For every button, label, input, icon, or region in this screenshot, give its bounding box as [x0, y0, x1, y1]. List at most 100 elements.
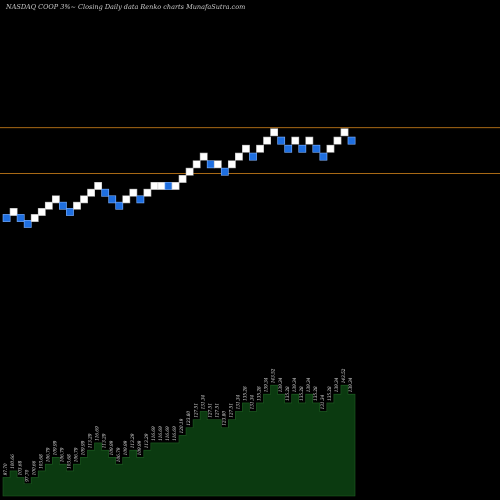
chart-title: NASDAQ COOP 3%~ Closing Daily data Renko… [5, 3, 245, 11]
brick-up [305, 136, 314, 145]
price-label: 116.69 [172, 426, 177, 441]
brick-up [333, 136, 342, 145]
brick-up [150, 182, 159, 190]
price-label: 135.28 [327, 386, 332, 401]
brick-down [136, 195, 145, 204]
price-label: 106.79 [45, 447, 50, 462]
brick-up [213, 160, 222, 169]
price-label: 123.80 [186, 411, 191, 426]
brick-up [30, 214, 39, 222]
brick-down [347, 136, 356, 145]
brick-up [129, 188, 138, 197]
brick-up [73, 201, 81, 210]
brick-down [16, 214, 25, 222]
price-label: 139.34 [348, 377, 353, 392]
price-label: 127.51 [228, 403, 233, 418]
price-label: 109.99 [81, 440, 86, 455]
price-label: 135.28 [313, 386, 318, 401]
brick-down [59, 201, 67, 210]
brick-up [270, 128, 279, 137]
price-label: 113.29 [88, 433, 93, 448]
price-label: 139.34 [264, 377, 269, 392]
price-label: 139.34 [278, 377, 283, 392]
price-label: 103.68 [17, 460, 22, 475]
brick-up [199, 152, 208, 161]
brick-down [277, 136, 286, 145]
brick-down [66, 208, 74, 216]
brick-down [23, 220, 32, 228]
price-label: 131.34 [320, 394, 325, 409]
renko-bricks [2, 128, 356, 228]
price-label: 100.66 [31, 460, 36, 475]
brick-down [108, 195, 117, 204]
price-label: 109.99 [52, 440, 57, 455]
price-label: 135.28 [243, 386, 248, 401]
price-label: 109.99 [123, 440, 128, 455]
brick-down [206, 160, 215, 169]
price-label: 127.51 [207, 403, 212, 418]
price-label: 97.70 [3, 463, 8, 475]
price-label: 109.99 [137, 440, 142, 455]
price-label: 139.34 [334, 377, 339, 392]
brick-up [143, 188, 152, 197]
brick-down [319, 152, 328, 161]
brick-down [115, 201, 124, 210]
brick-up [235, 152, 243, 161]
brick-up [51, 195, 60, 204]
price-label: 106.79 [74, 447, 79, 462]
price-label: 131.34 [200, 394, 205, 409]
brick-up [9, 208, 18, 216]
brick-up [87, 188, 95, 197]
level-lines [0, 127, 500, 174]
price-area [2, 384, 356, 497]
price-label: 106.79 [116, 447, 121, 462]
brick-down [249, 152, 257, 161]
brick-up [291, 136, 300, 145]
brick-up [157, 182, 166, 190]
price-label: 127.51 [193, 403, 198, 418]
price-label: 100.66 [10, 454, 15, 469]
price-label: 103.68 [67, 454, 72, 469]
brick-down [164, 182, 173, 190]
price-area-path [2, 384, 356, 497]
price-label: 127.51 [214, 403, 219, 418]
price-label: 135.28 [257, 386, 262, 401]
price-label: 113.29 [130, 433, 135, 448]
price-label: 116.69 [151, 426, 156, 441]
price-label: 143.52 [271, 368, 276, 383]
brick-up [256, 144, 264, 153]
brick-up [94, 182, 103, 190]
brick-down [312, 144, 321, 153]
brick-up [227, 160, 236, 169]
brick-down [101, 188, 110, 197]
price-label: 116.69 [165, 426, 170, 441]
brick-down [298, 144, 307, 153]
price-label: 116.69 [95, 426, 100, 441]
price-label: 120.19 [179, 418, 184, 433]
brick-up [326, 144, 335, 153]
brick-up [122, 195, 131, 204]
price-label: 116.69 [158, 426, 163, 441]
brick-up [171, 182, 180, 190]
price-label: 113.29 [102, 433, 107, 448]
price-label: 139.34 [306, 377, 311, 392]
price-label: 109.99 [109, 440, 114, 455]
price-label: 135.28 [299, 386, 304, 401]
brick-down [220, 167, 229, 176]
brick-up [37, 208, 46, 216]
price-label: 106.79 [60, 447, 65, 462]
brick-up [192, 160, 201, 169]
brick-up [242, 144, 250, 153]
brick-down [284, 144, 293, 153]
price-label: 131.34 [236, 394, 241, 409]
brick-up [185, 167, 194, 176]
price-label: 113.29 [144, 433, 149, 448]
brick-down [2, 214, 11, 222]
brick-up [44, 201, 53, 210]
brick-up [80, 195, 88, 204]
price-label: 131.34 [250, 394, 255, 409]
price-label: 143.52 [341, 368, 346, 383]
price-label: 97.70 [24, 469, 29, 481]
price-label: 103.68 [38, 454, 43, 469]
